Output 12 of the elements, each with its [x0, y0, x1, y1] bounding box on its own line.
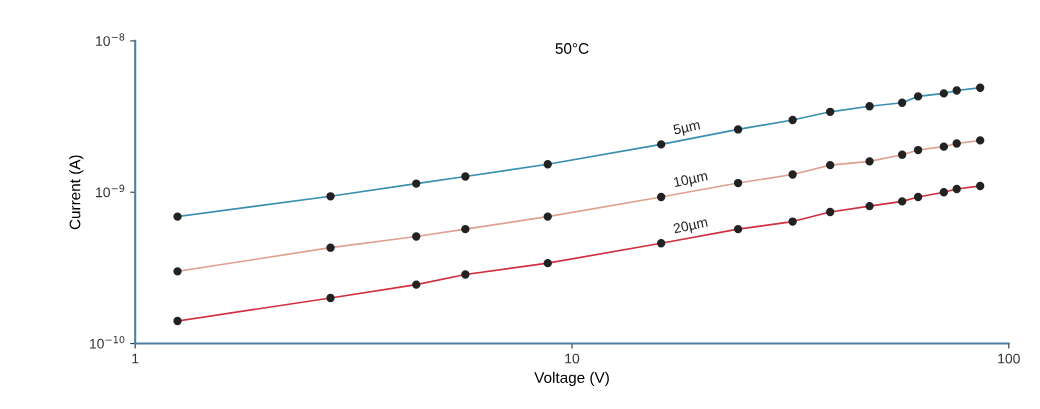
text: 20µm: [673, 216, 709, 237]
x-tick-label: 1: [132, 353, 139, 364]
y-tick-label: 10$^{−8}$: [96, 33, 125, 46]
y-axis-title: Current (A): [69, 155, 84, 230]
text: 5µm: [672, 119, 701, 138]
chart-title: 50°C: [555, 43, 589, 54]
text: 10µm: [673, 170, 709, 190]
x-tick-label: 10: [565, 353, 580, 364]
y-tick-label: 10$^{−10}$: [90, 335, 125, 349]
x-tick-label: 100: [998, 353, 1020, 364]
x-axis-title: Voltage (V): [534, 371, 609, 387]
y-tick-label: 10$^{−9}$: [96, 184, 125, 198]
